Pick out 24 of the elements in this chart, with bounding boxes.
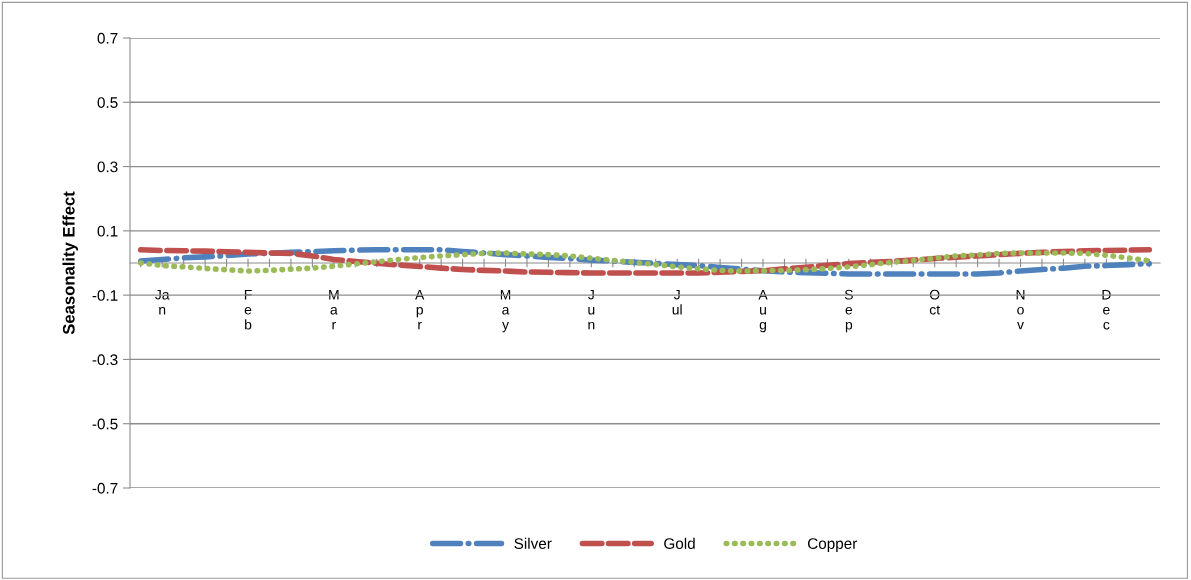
x-tick-label: A p r — [415, 289, 425, 330]
x-tick-label: J ul — [672, 289, 682, 315]
x-tick-label: M a r — [329, 289, 339, 330]
y-tick-label: 0.3 — [97, 161, 118, 173]
x-tick-label: M a y — [500, 289, 511, 333]
x-tick-label: S e p — [844, 289, 853, 333]
y-tick-label: -0.3 — [92, 354, 118, 366]
legend-label: Gold — [664, 537, 695, 549]
y-axis-title: Seasonality Effect — [62, 191, 78, 335]
y-tick-label: -0.1 — [92, 290, 118, 301]
y-tick-label: -0.5 — [92, 418, 118, 430]
y-tick-label: 0.1 — [97, 225, 118, 237]
x-tick-label: D e c — [1102, 289, 1111, 330]
x-tick-label: N o v — [1016, 289, 1025, 330]
x-tick-label: Ja n — [155, 289, 170, 315]
y-tick-label: 0.7 — [97, 32, 118, 44]
legend-label: Silver — [514, 537, 552, 549]
x-tick-label: O ct — [929, 289, 940, 315]
y-tick-label: -0.7 — [92, 482, 118, 494]
x-tick-label: A u g — [758, 289, 768, 333]
legend-label: Copper — [807, 538, 858, 552]
x-tick-label: F e b — [244, 289, 252, 330]
y-tick-label: 0.5 — [97, 97, 118, 108]
x-tick-label: J u n — [588, 289, 595, 330]
